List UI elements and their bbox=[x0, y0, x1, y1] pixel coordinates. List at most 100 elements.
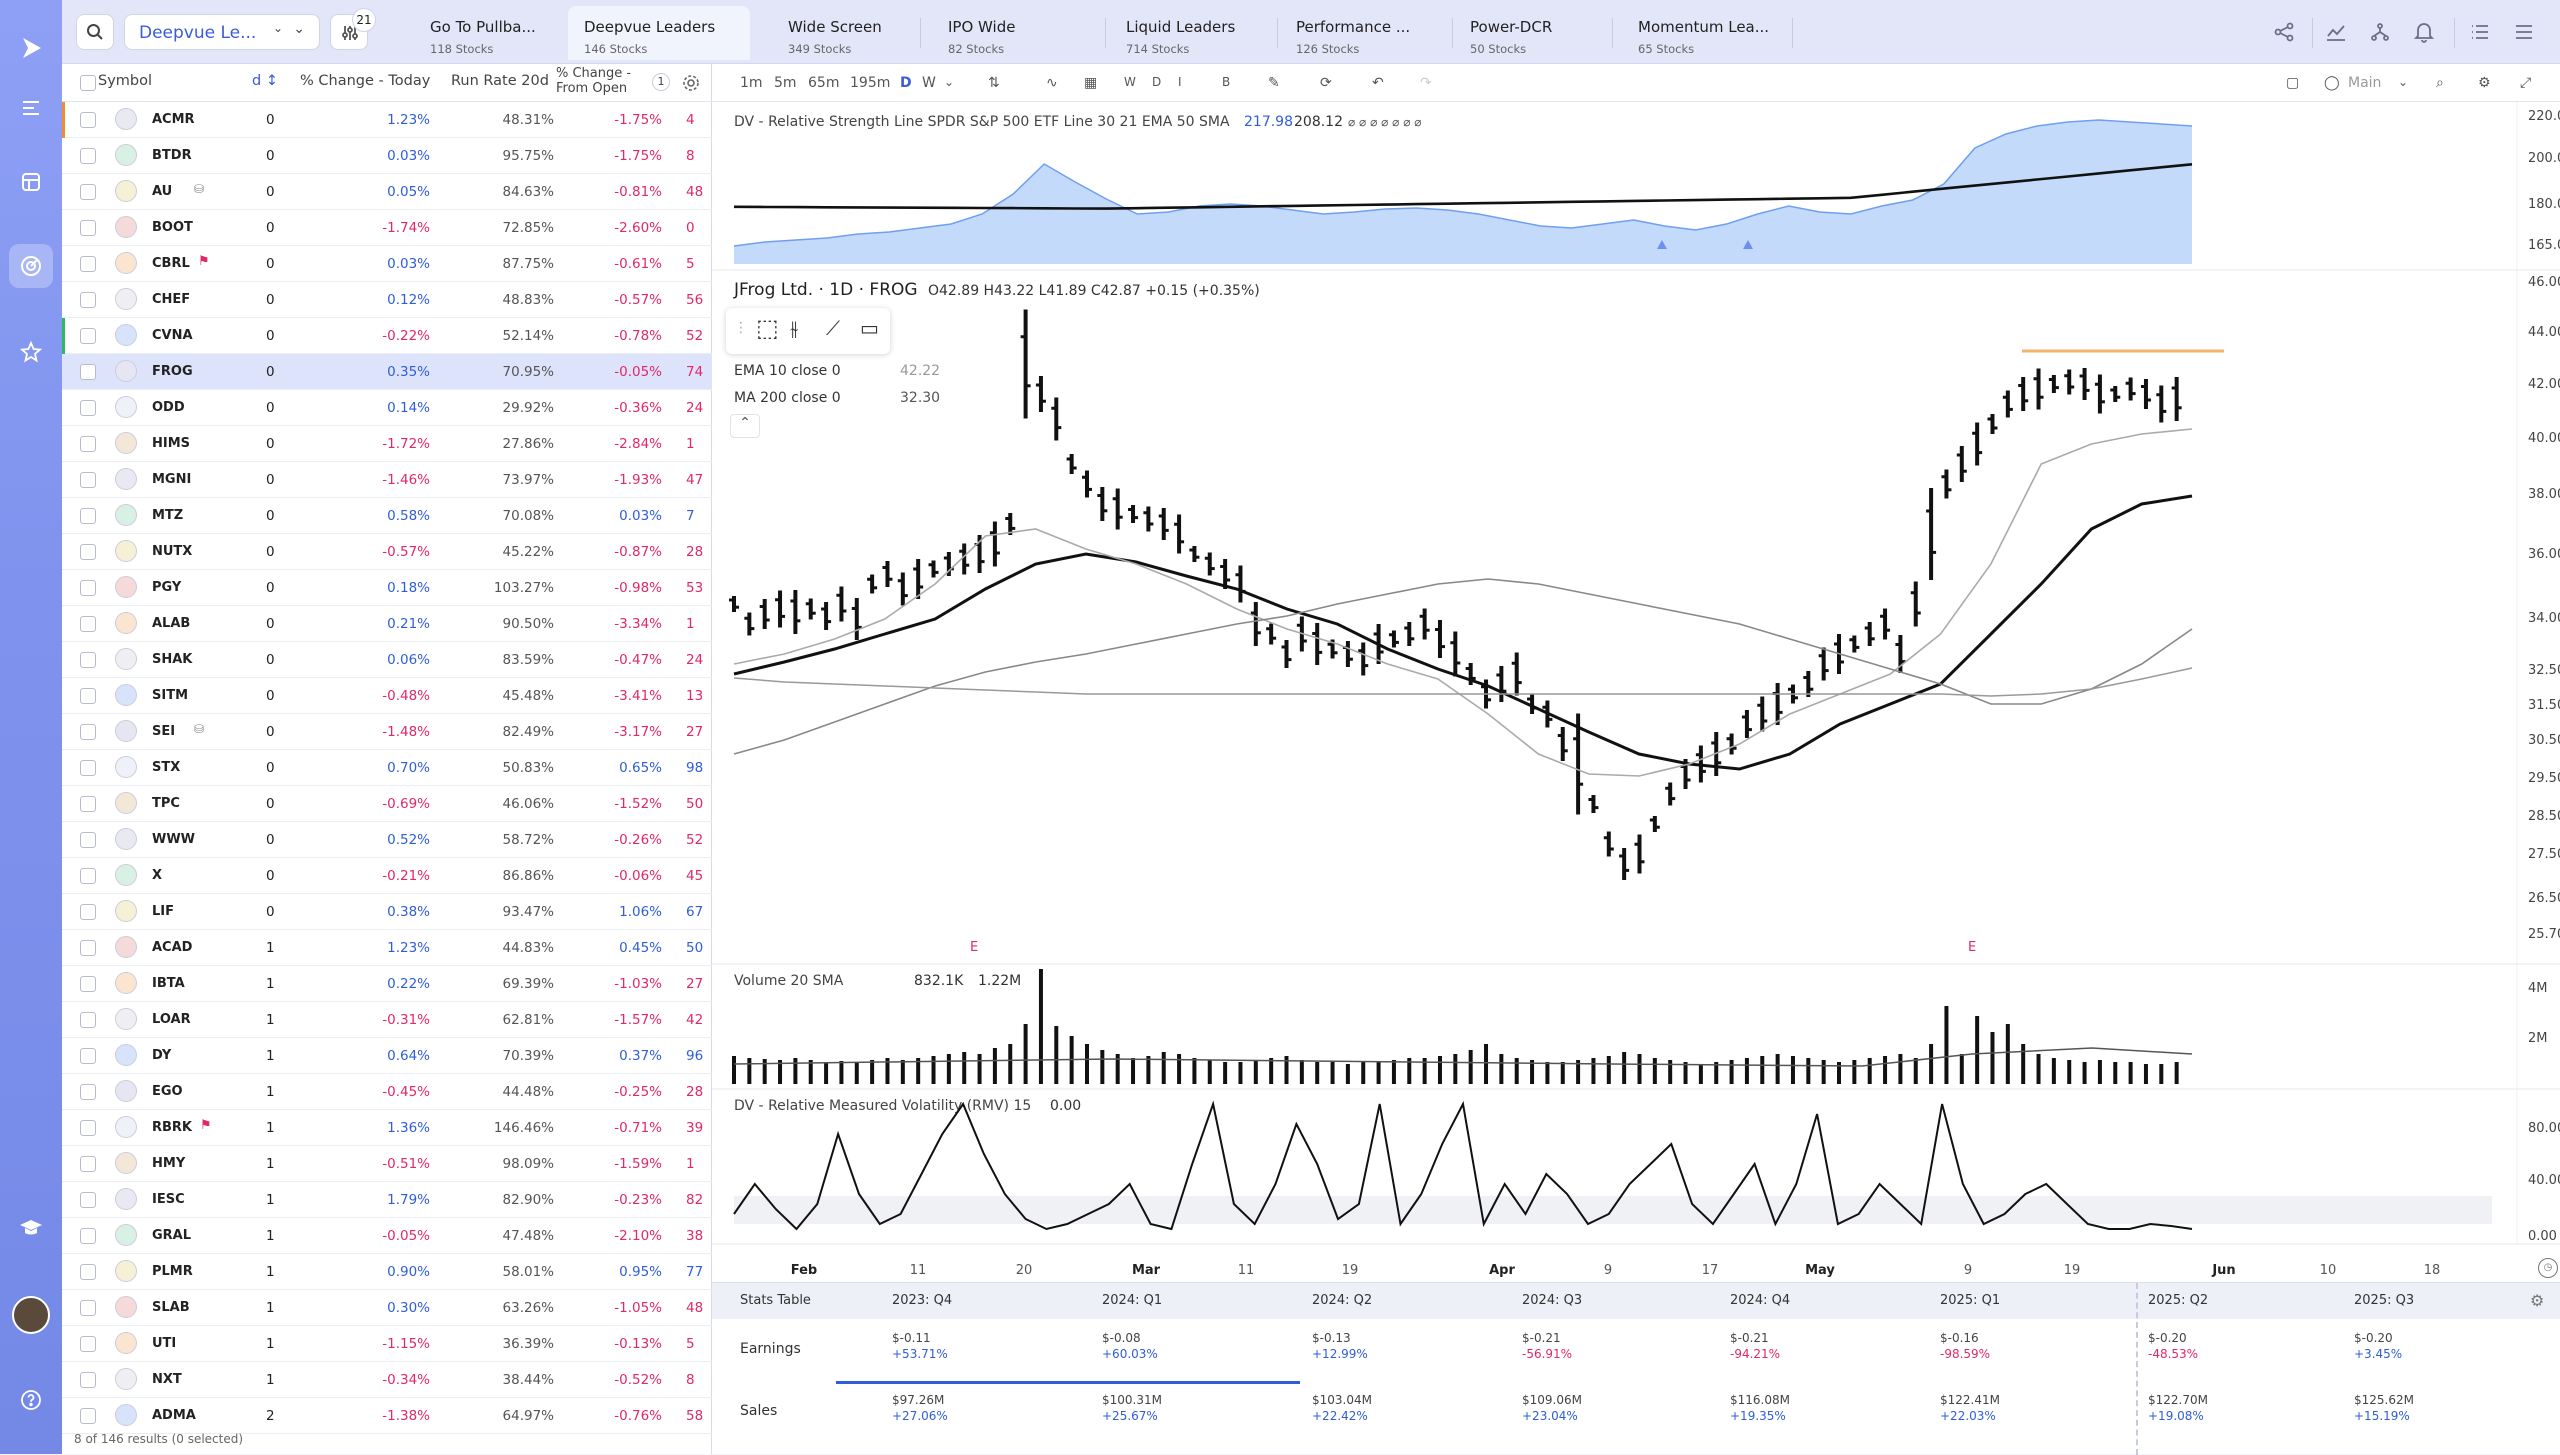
row-checkbox[interactable] bbox=[80, 904, 96, 920]
interval-1m[interactable]: 1m bbox=[740, 75, 763, 91]
select-all-checkbox[interactable] bbox=[80, 75, 96, 91]
radar-icon[interactable] bbox=[9, 244, 53, 288]
col-run-rate[interactable]: Run Rate 20d bbox=[451, 73, 549, 89]
ticker-symbol[interactable]: TPC bbox=[152, 796, 180, 811]
ticker-symbol[interactable]: CVNA bbox=[152, 328, 193, 343]
row-checkbox[interactable] bbox=[80, 184, 96, 200]
table-row[interactable]: SITM 0 -0.48% 45.48% -3.41% 13 bbox=[62, 678, 712, 714]
ticker-symbol[interactable]: NXT bbox=[152, 1372, 182, 1387]
row-checkbox[interactable] bbox=[80, 760, 96, 776]
table-row[interactable]: IESC 1 1.79% 82.90% -0.23% 82 bbox=[62, 1182, 712, 1218]
row-checkbox[interactable] bbox=[80, 364, 96, 380]
bell-icon[interactable] bbox=[2412, 20, 2436, 44]
table-row[interactable]: WWW 0 0.52% 58.72% -0.26% 52 bbox=[62, 822, 712, 858]
ticker-symbol[interactable]: RBRK bbox=[152, 1120, 193, 1135]
refresh-icon[interactable]: ⟳ bbox=[1320, 75, 1332, 91]
table-row[interactable]: ALAB 0 0.21% 90.50% -3.34% 1 bbox=[62, 606, 712, 642]
ticker-symbol[interactable]: CBRL bbox=[152, 256, 190, 271]
ticker-symbol[interactable]: WWW bbox=[152, 832, 196, 847]
ticker-symbol[interactable]: IBTA bbox=[152, 976, 185, 991]
tab-go-to-pullback[interactable]: Go To Pullba... 118 Stocks bbox=[414, 6, 614, 60]
row-checkbox[interactable] bbox=[80, 472, 96, 488]
table-row[interactable]: LOAR 1 -0.31% 62.81% -1.57% 42 bbox=[62, 1002, 712, 1038]
table-row[interactable]: GRAL 1 -0.05% 47.48% -2.10% 38 bbox=[62, 1218, 712, 1254]
ticker-symbol[interactable]: IESC bbox=[152, 1192, 185, 1207]
ticker-symbol[interactable]: HMY bbox=[152, 1156, 186, 1171]
range-d[interactable]: D bbox=[1152, 75, 1162, 89]
tab-deepvue-leaders[interactable]: Deepvue Leaders 146 Stocks bbox=[568, 6, 750, 60]
pencil-icon[interactable]: ✎ bbox=[1268, 75, 1280, 91]
row-checkbox[interactable] bbox=[80, 220, 96, 236]
table-row[interactable]: CVNA 0 -0.22% 52.14% -0.78% 52 bbox=[62, 318, 712, 354]
chevron-down-icon[interactable]: ⌄ bbox=[944, 75, 955, 89]
ticker-symbol[interactable]: LIF bbox=[152, 904, 175, 919]
row-checkbox[interactable] bbox=[80, 256, 96, 272]
page-indicator[interactable]: 1 bbox=[652, 73, 670, 91]
ticker-symbol[interactable]: ACMR bbox=[152, 112, 195, 127]
table-row[interactable]: STX 0 0.70% 50.83% 0.65% 98 bbox=[62, 750, 712, 786]
row-checkbox[interactable] bbox=[80, 616, 96, 632]
row-checkbox[interactable] bbox=[80, 1300, 96, 1316]
col-symbol[interactable]: Symbol bbox=[98, 73, 153, 89]
table-row[interactable]: UTI 1 -1.15% 36.39% -0.13% 5 bbox=[62, 1326, 712, 1362]
table-row[interactable]: BOOT 0 -1.74% 72.85% -2.60% 0 bbox=[62, 210, 712, 246]
table-row[interactable]: EGO 1 -0.45% 44.48% -0.25% 28 bbox=[62, 1074, 712, 1110]
row-checkbox[interactable] bbox=[80, 112, 96, 128]
layout-select[interactable]: Main bbox=[2348, 75, 2382, 91]
ticker-symbol[interactable]: MTZ bbox=[152, 508, 184, 523]
menu-list-icon[interactable] bbox=[9, 86, 53, 130]
comment-tool-icon[interactable]: ▭ bbox=[860, 316, 879, 340]
ticker-symbol[interactable]: HIMS bbox=[152, 436, 191, 451]
row-checkbox[interactable] bbox=[80, 400, 96, 416]
row-checkbox[interactable] bbox=[80, 1192, 96, 1208]
row-checkbox[interactable] bbox=[80, 868, 96, 884]
chevron-down-icon[interactable]: ⌄ bbox=[2398, 75, 2409, 89]
share-icon[interactable] bbox=[2272, 20, 2296, 44]
undo-icon[interactable]: ↶ bbox=[1372, 75, 1384, 91]
ticker-symbol[interactable]: GRAL bbox=[152, 1228, 192, 1243]
row-checkbox[interactable] bbox=[80, 544, 96, 560]
table-row[interactable]: BTDR 0 0.03% 95.75% -1.75% 8 bbox=[62, 138, 712, 174]
ticker-symbol[interactable]: ODD bbox=[152, 400, 185, 415]
star-icon[interactable] bbox=[9, 330, 53, 374]
table-row[interactable]: TPC 0 -0.69% 46.06% -1.52% 50 bbox=[62, 786, 712, 822]
interval-5m[interactable]: 5m bbox=[774, 75, 797, 91]
table-row[interactable]: ACAD 1 1.23% 44.83% 0.45% 50 bbox=[62, 930, 712, 966]
table-row[interactable]: MGNI 0 -1.46% 73.97% -1.93% 47 bbox=[62, 462, 712, 498]
table-row[interactable]: HIMS 0 -1.72% 27.86% -2.84% 1 bbox=[62, 426, 712, 462]
compare-icon[interactable]: ⇅ bbox=[988, 75, 1000, 91]
row-checkbox[interactable] bbox=[80, 1048, 96, 1064]
list-view-icon[interactable] bbox=[2468, 20, 2492, 44]
interval-195m[interactable]: 195m bbox=[850, 75, 891, 91]
table-row[interactable]: CBRL 0 0.03% 87.75% -0.61% 5 ⚑ bbox=[62, 246, 712, 282]
ticker-symbol[interactable]: ACAD bbox=[152, 940, 193, 955]
ticker-symbol[interactable]: MGNI bbox=[152, 472, 192, 487]
watchlist-select[interactable]: Deepvue Le... ⌄ ⌄ bbox=[124, 14, 320, 50]
ticker-symbol[interactable]: BTDR bbox=[152, 148, 192, 163]
row-checkbox[interactable] bbox=[80, 1084, 96, 1100]
table-row[interactable]: ACMR 0 1.23% 48.31% -1.75% 4 bbox=[62, 102, 712, 138]
col-change-today[interactable]: % Change - Today bbox=[300, 73, 431, 89]
row-checkbox[interactable] bbox=[80, 148, 96, 164]
col-d[interactable]: d ↕ bbox=[252, 73, 278, 89]
tab-power-dcr[interactable]: Power-DCR 50 Stocks bbox=[1454, 6, 1624, 60]
table-row[interactable]: MTZ 0 0.58% 70.08% 0.03% 7 bbox=[62, 498, 712, 534]
ticker-symbol[interactable]: FROG bbox=[152, 364, 193, 379]
ticker-symbol[interactable]: CHEF bbox=[152, 292, 191, 307]
row-checkbox[interactable] bbox=[80, 976, 96, 992]
row-checkbox[interactable] bbox=[80, 688, 96, 704]
ticker-symbol[interactable]: DY bbox=[152, 1048, 172, 1063]
ticker-symbol[interactable]: SEI bbox=[152, 724, 176, 739]
zoom-icon[interactable]: ⌕ bbox=[2436, 75, 2444, 91]
drag-handle-icon[interactable]: ⋮ bbox=[734, 320, 748, 336]
gear-icon[interactable] bbox=[682, 74, 700, 92]
gear-icon[interactable]: ⚙ bbox=[2478, 75, 2491, 91]
table-row[interactable]: SLAB 1 0.30% 63.26% -1.05% 48 bbox=[62, 1290, 712, 1326]
table-row[interactable]: HMY 1 -0.51% 98.09% -1.59% 1 bbox=[62, 1146, 712, 1182]
tab-ipo-wide[interactable]: IPO Wide 82 Stocks bbox=[932, 6, 1102, 60]
ticker-symbol[interactable]: AU bbox=[152, 184, 173, 199]
ticker-symbol[interactable]: STX bbox=[152, 760, 181, 775]
layers-icon[interactable] bbox=[9, 160, 53, 204]
row-checkbox[interactable] bbox=[80, 1120, 96, 1136]
tab-wide-screen[interactable]: Wide Screen 349 Stocks bbox=[772, 6, 962, 60]
